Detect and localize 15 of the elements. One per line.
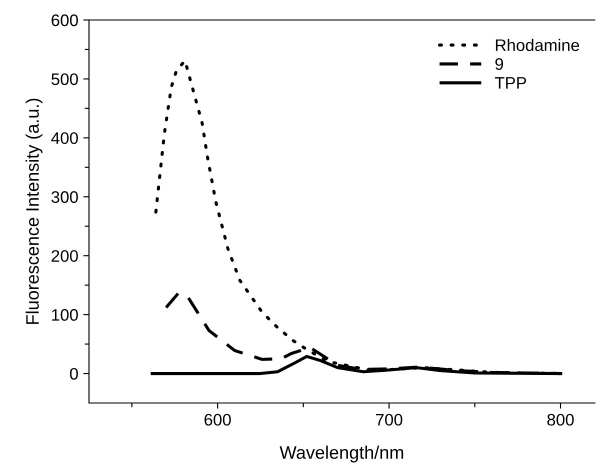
y-tick-label: 200 [52, 250, 78, 262]
legend-label: TPP [494, 77, 526, 89]
y-tick-label: 100 [52, 309, 78, 321]
y-tick-label: 600 [52, 14, 78, 26]
legend-label: Rhodamine [496, 38, 580, 52]
y-tick-label: 400 [51, 132, 78, 144]
y-tick-label: 500 [51, 73, 78, 86]
x-axis-title: Wavelength/nm [280, 446, 404, 462]
legend-label: 9 [495, 58, 504, 70]
x-tick-label: 600 [204, 414, 231, 426]
y-tick-label: 300 [51, 191, 78, 203]
y-axis-title: Fluorescence Intensity (a.u.) [26, 98, 42, 324]
x-tick-label: 800 [547, 414, 574, 426]
x-tick-label: 700 [376, 414, 402, 426]
y-tick-label: 0 [70, 368, 78, 380]
